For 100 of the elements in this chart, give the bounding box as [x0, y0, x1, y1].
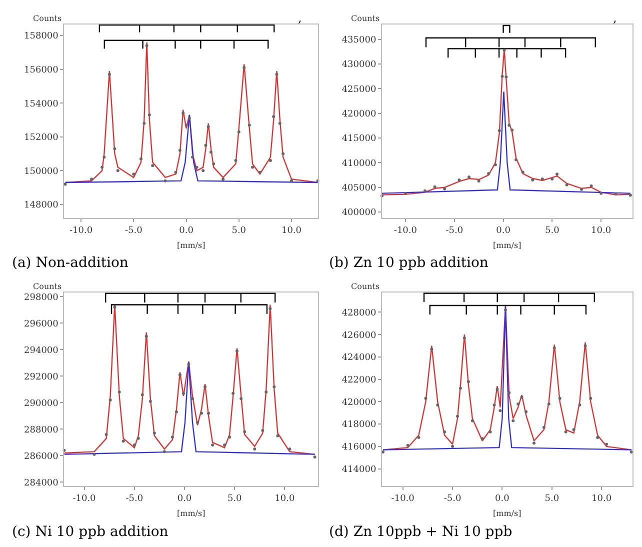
y-tick-label: 415000 — [342, 134, 376, 144]
point — [462, 336, 466, 340]
point — [466, 380, 470, 384]
point — [494, 163, 497, 166]
point — [92, 452, 96, 456]
y-tick-label: 416000 — [342, 442, 376, 453]
y-tick-label: 290000 — [24, 398, 59, 409]
x-axis-title: [mm/s] — [177, 509, 206, 518]
x-tick-label: 0.0 — [496, 226, 511, 236]
y-tick-label: 152000 — [24, 133, 59, 144]
x-axis-title: [mm/s] — [493, 241, 522, 250]
point — [268, 307, 272, 310]
point — [504, 75, 508, 78]
x-tick-label: 5.0 — [232, 226, 246, 236]
y-tick-label: 296000 — [24, 319, 59, 330]
point — [178, 373, 182, 376]
point — [223, 444, 226, 447]
point — [253, 448, 256, 451]
x-tick-label: -5.0 — [444, 494, 462, 504]
point — [436, 404, 440, 407]
point — [275, 72, 278, 76]
point — [258, 170, 262, 174]
line-series — [64, 360, 316, 455]
point — [458, 386, 462, 390]
point — [108, 72, 111, 76]
y-tick-label: 150000 — [24, 166, 59, 177]
point — [584, 344, 587, 348]
x-tick-label: -10.0 — [394, 226, 418, 236]
y-axis-title: Counts — [33, 14, 62, 23]
y-tick-label: 420000 — [342, 110, 376, 120]
y-tick-label: 156000 — [24, 65, 59, 76]
annotation: , — [613, 11, 617, 25]
point — [182, 112, 185, 115]
point — [232, 392, 235, 395]
point — [212, 162, 216, 166]
point — [234, 159, 238, 162]
point — [174, 410, 178, 414]
point — [520, 396, 524, 399]
point — [512, 419, 515, 422]
x-tick-label: -10.0 — [69, 226, 93, 236]
point — [108, 398, 112, 402]
y-tick-label: 426000 — [342, 330, 376, 341]
point — [508, 391, 511, 394]
point — [191, 156, 194, 159]
x-tick-label: 5.0 — [544, 494, 560, 504]
y-tick-label: 294000 — [24, 346, 59, 356]
point — [630, 450, 633, 454]
point — [90, 178, 94, 181]
x-tick-label: 10.0 — [591, 226, 612, 236]
point — [64, 182, 67, 186]
point — [430, 348, 434, 351]
point — [248, 124, 251, 127]
text: (a) Non-addition — [12, 255, 128, 271]
point — [184, 124, 188, 127]
point — [132, 444, 136, 447]
y-tick-label: 288000 — [24, 425, 59, 436]
point — [148, 113, 151, 116]
point — [498, 409, 502, 412]
point — [451, 444, 454, 448]
point — [498, 129, 501, 132]
point — [118, 390, 121, 394]
x-tick-label: 0.0 — [177, 494, 192, 504]
x-tick-label: 5.0 — [227, 494, 242, 504]
point — [148, 400, 152, 403]
point — [500, 74, 504, 78]
y-tick-label: 158000 — [24, 32, 59, 42]
y-axis-title: Counts — [351, 14, 380, 23]
point — [204, 144, 208, 147]
y-tick-label: 435000 — [342, 35, 376, 46]
point — [202, 169, 205, 172]
point — [488, 430, 492, 434]
point — [565, 183, 568, 186]
point — [132, 172, 136, 176]
point — [116, 169, 120, 172]
y-tick-label: 298000 — [24, 292, 59, 303]
point — [182, 392, 185, 395]
point — [417, 436, 420, 439]
point — [580, 188, 584, 191]
point — [188, 116, 191, 120]
y-tick-label: 154000 — [24, 99, 59, 110]
point — [470, 419, 474, 422]
point — [207, 412, 210, 415]
point — [424, 396, 428, 400]
point — [532, 442, 536, 445]
text: (b) Zn 10 ppb addition — [329, 255, 488, 271]
x-tick-label: -5.0 — [446, 226, 464, 236]
point — [278, 122, 282, 125]
y-tick-label: 148000 — [24, 200, 59, 211]
y-axis-title: Counts — [351, 282, 380, 291]
annotation: , — [298, 11, 302, 25]
point — [136, 436, 140, 440]
point — [578, 404, 582, 407]
point — [264, 390, 268, 394]
point — [406, 444, 410, 447]
point — [510, 128, 514, 132]
point — [142, 122, 146, 125]
point — [228, 436, 232, 439]
point — [468, 176, 471, 179]
y-tick-label: 422000 — [342, 375, 376, 386]
point — [492, 404, 496, 407]
